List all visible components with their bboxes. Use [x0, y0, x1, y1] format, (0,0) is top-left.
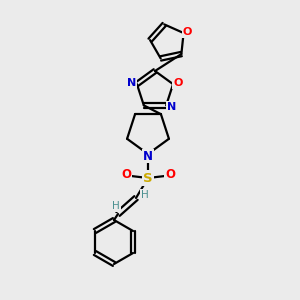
Text: N: N	[143, 149, 153, 163]
Text: H: H	[112, 201, 120, 211]
Text: O: O	[165, 169, 175, 182]
Text: O: O	[173, 78, 183, 88]
Text: O: O	[183, 27, 192, 37]
Text: N: N	[167, 102, 176, 112]
Text: H: H	[141, 190, 149, 200]
Text: O: O	[121, 169, 131, 182]
Text: S: S	[143, 172, 153, 184]
Text: N: N	[127, 78, 136, 88]
